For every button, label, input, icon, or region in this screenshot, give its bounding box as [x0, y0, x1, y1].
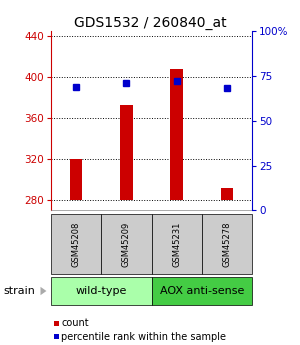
Text: GSM45209: GSM45209 — [122, 221, 131, 267]
Text: strain: strain — [3, 286, 35, 296]
Bar — [170, 69, 183, 200]
Text: percentile rank within the sample: percentile rank within the sample — [61, 332, 226, 342]
Text: GDS1532 / 260840_at: GDS1532 / 260840_at — [74, 16, 226, 30]
Text: GSM45231: GSM45231 — [172, 221, 181, 267]
Bar — [70, 159, 83, 200]
Text: GSM45278: GSM45278 — [222, 221, 231, 267]
Text: wild-type: wild-type — [76, 286, 127, 296]
Bar — [220, 188, 233, 200]
Text: GSM45208: GSM45208 — [72, 221, 81, 267]
Text: AOX anti-sense: AOX anti-sense — [160, 286, 244, 296]
Bar — [120, 105, 133, 200]
Text: count: count — [61, 318, 89, 328]
